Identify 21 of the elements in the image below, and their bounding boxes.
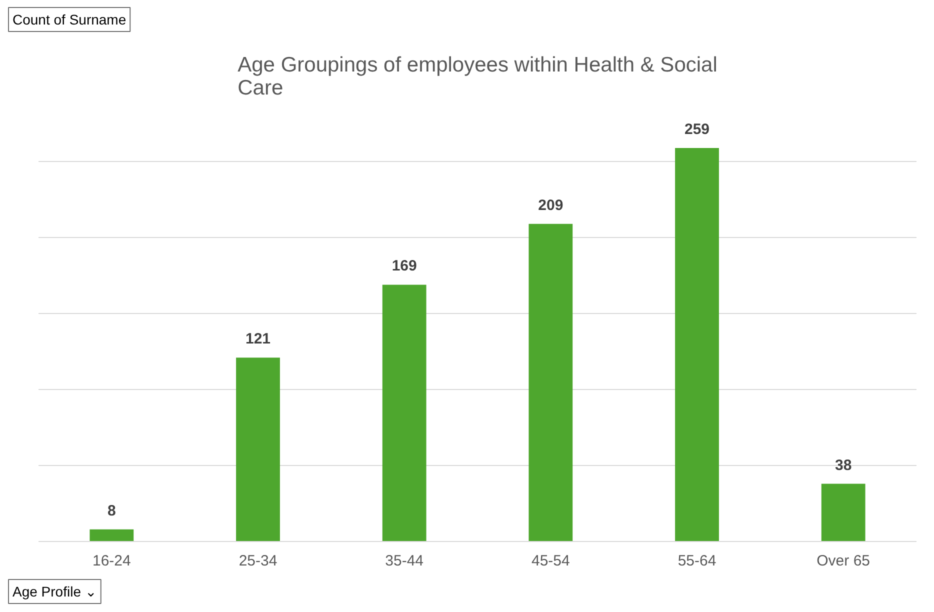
bar <box>528 224 573 542</box>
x-tick-label: Over 65 <box>816 552 870 570</box>
bar <box>675 148 719 542</box>
bar <box>90 529 134 542</box>
data-label: 169 <box>392 258 417 275</box>
data-label: 259 <box>684 120 710 138</box>
data-label: 209 <box>538 196 564 214</box>
data-label: 38 <box>834 456 852 474</box>
chart-title: Age Groupings of employees within Health & Social Care <box>238 54 718 100</box>
bar <box>382 284 426 542</box>
x-tick-label: 25-34 <box>238 552 278 570</box>
x-tick-label: 35-44 <box>385 552 424 570</box>
x-tick-label: 45-54 <box>531 552 570 570</box>
text: Count of Surname <box>12 12 126 28</box>
x-tick-label: 16-24 <box>92 552 131 570</box>
data-label: 121 <box>245 330 271 348</box>
bar <box>236 358 280 542</box>
text: Age Profile ⌄ <box>12 584 97 600</box>
data-label: 8 <box>107 502 116 520</box>
x-tick-label: 55-64 <box>678 552 716 570</box>
bar <box>821 484 866 542</box>
